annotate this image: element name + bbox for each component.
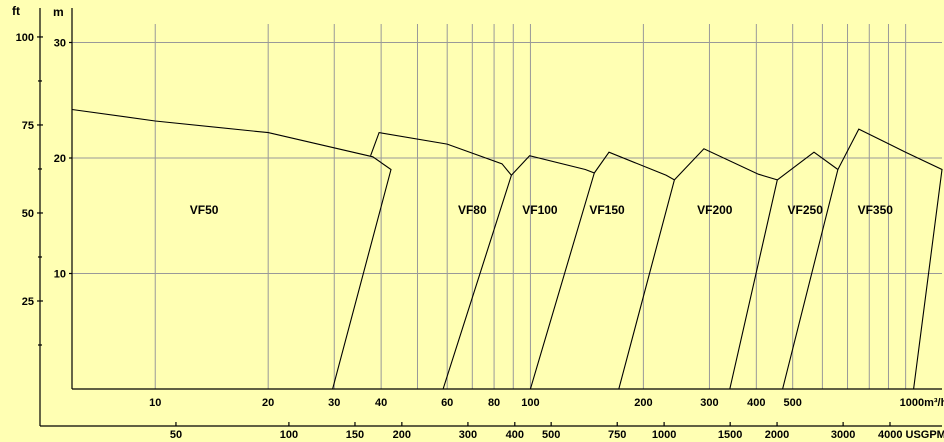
m3h-tick-label-1000: 1000m³/h <box>900 397 944 409</box>
series-label-vf100: VF100 <box>522 203 558 217</box>
usgpm-tick-label-2000: 2000 <box>765 429 789 441</box>
series-label-vf200: VF200 <box>697 203 733 217</box>
m3h-tick-label-40: 40 <box>375 397 387 409</box>
axes <box>37 8 942 427</box>
series-label-vf80: VF80 <box>458 203 487 217</box>
m3h-tick-label-80: 80 <box>488 397 500 409</box>
ft-tick-label-75: 75 <box>22 120 34 132</box>
m3h-tick-label-300: 300 <box>700 397 718 409</box>
curve-vf350 <box>837 128 943 390</box>
series-label-vf50: VF50 <box>190 203 219 217</box>
series-label-vf150: VF150 <box>589 203 625 217</box>
curve-vf150 <box>593 151 676 390</box>
m3h-tick-label-500: 500 <box>784 397 802 409</box>
curve-vf250 <box>776 151 839 390</box>
m-tick-label-10: 10 <box>54 269 66 281</box>
ft-unit-label: ft <box>12 4 20 18</box>
usgpm-tick-label-300: 300 <box>459 429 477 441</box>
usgpm-tick-label-1000: 1000 <box>652 429 676 441</box>
curve-vf50 <box>71 108 392 390</box>
m3h-tick-label-10: 10 <box>149 397 161 409</box>
ft-tick-label-50: 50 <box>22 208 34 220</box>
pump-curves <box>71 108 943 390</box>
curve-vf80 <box>370 131 513 390</box>
m-tick-label-30: 30 <box>54 38 66 50</box>
usgpm-tick-label-150: 150 <box>346 429 364 441</box>
labels: 100 75 50 25 30 20 10 10 20 30 40 60 80 100 200 300 400 5… <box>16 32 944 441</box>
usgpm-tick-label-500: 500 <box>542 429 560 441</box>
m-tick-label-20: 20 <box>54 153 66 165</box>
usgpm-tick-label-1500: 1500 <box>718 429 742 441</box>
curve-vf200 <box>674 148 778 390</box>
usgpm-tick-label-100: 100 <box>280 429 298 441</box>
m3h-tick-label-20: 20 <box>262 397 274 409</box>
series-label-vf350: VF350 <box>858 203 894 217</box>
curve-vf100 <box>510 155 595 390</box>
ft-tick-label-25: 25 <box>22 296 34 308</box>
usgpm-tick-label-4000: 4000 USGPM <box>878 429 944 441</box>
m3h-tick-label-60: 60 <box>441 397 453 409</box>
gridlines <box>72 24 942 389</box>
m3h-tick-label-100: 100 <box>521 397 539 409</box>
usgpm-tick-label-400: 400 <box>506 429 524 441</box>
m3h-tick-label-30: 30 <box>328 397 340 409</box>
m3h-tick-label-400: 400 <box>747 397 765 409</box>
m3h-tick-label-200: 200 <box>634 397 652 409</box>
m-unit-label: m <box>53 5 64 19</box>
usgpm-tick-label-3000: 3000 <box>831 429 855 441</box>
ft-tick-label-100: 100 <box>16 32 34 44</box>
usgpm-tick-label-200: 200 <box>393 429 411 441</box>
usgpm-tick-label-50: 50 <box>170 429 182 441</box>
usgpm-tick-label-750: 750 <box>608 429 626 441</box>
series-label-vf250: VF250 <box>788 203 824 217</box>
